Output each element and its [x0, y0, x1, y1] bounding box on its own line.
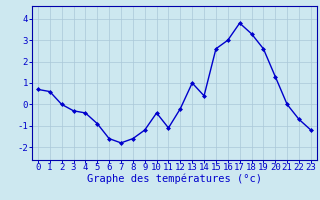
X-axis label: Graphe des températures (°c): Graphe des températures (°c)	[87, 174, 262, 184]
